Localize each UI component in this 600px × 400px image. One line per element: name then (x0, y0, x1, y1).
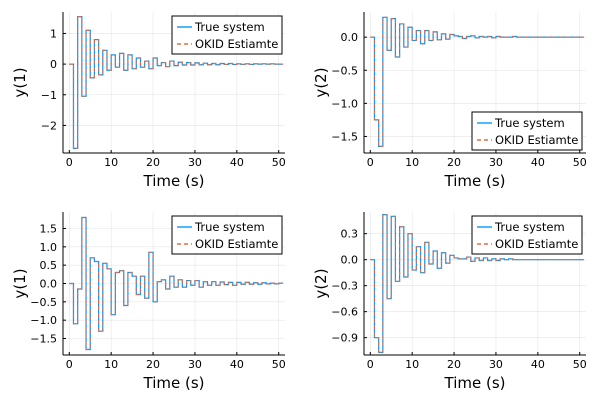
x-tick-label: 30 (489, 156, 503, 169)
x-tick-label: 0 (66, 156, 73, 169)
legend-label-true-system: True system (194, 20, 265, 34)
x-tick-label: 50 (272, 156, 286, 169)
y-tick-label: −1.5 (30, 333, 57, 346)
legend-label-true-system: True system (194, 220, 265, 234)
legend-label-okid-estimate: OKID Estiamte (495, 237, 578, 251)
panel-1: 0 10 20 30 40 50 −2 −1 0 1 Time (s) y(1) True system… (11, 12, 286, 190)
y-axis-label: y(1) (11, 67, 29, 97)
legend-label-true-system: True system (494, 220, 565, 234)
x-tick-label: 50 (272, 358, 286, 371)
legend-box (471, 215, 583, 255)
x-tick-label: 0 (66, 358, 73, 371)
y-tick-label: 1.5 (40, 223, 58, 236)
y-tick-label: 0.0 (40, 278, 58, 291)
x-axis-label: Time (s) (143, 374, 205, 392)
y-tick-label: −0.3 (331, 280, 358, 293)
legend-label-true-system: True system (494, 116, 565, 130)
x-tick-label: 20 (447, 358, 461, 371)
y-tick-label: −1.0 (331, 97, 358, 110)
y-tick-label: 1.0 (40, 241, 58, 254)
x-tick-label: 20 (447, 156, 461, 169)
legend-box (171, 15, 283, 55)
legend-label-okid-estimate: OKID Estiamte (195, 237, 278, 251)
y-tick-label: 0.0 (341, 254, 359, 267)
legend-label-okid-estimate: OKID Estiamte (495, 133, 578, 147)
x-tick-label: 40 (230, 358, 244, 371)
x-axis-label: Time (s) (143, 172, 205, 190)
x-tick-label: 20 (146, 156, 160, 169)
legend: True system OKID Estiamte (471, 111, 583, 151)
y-axis-label: y(2) (312, 268, 330, 298)
x-tick-label: 40 (531, 156, 545, 169)
y-tick-label: −1.5 (331, 130, 358, 143)
x-tick-label: 10 (405, 358, 419, 371)
legend: True system OKID Estiamte (171, 15, 283, 55)
x-tick-label: 40 (230, 156, 244, 169)
x-tick-label: 50 (573, 358, 587, 371)
legend: True system OKID Estiamte (171, 215, 283, 255)
x-tick-label: 0 (367, 358, 374, 371)
legend: True system OKID Estiamte (471, 215, 583, 255)
series-okid-estimate-line (69, 216, 283, 351)
x-tick-label: 50 (573, 156, 587, 169)
y-tick-label: −1 (41, 89, 57, 102)
y-tick-label: 0.5 (40, 259, 58, 272)
x-tick-label: 10 (405, 156, 419, 169)
y-tick-label: −1.0 (30, 314, 57, 327)
legend-box (171, 215, 283, 255)
y-tick-label: −0.9 (331, 332, 358, 345)
y-tick-label: 0 (50, 58, 57, 71)
x-tick-label: 20 (146, 358, 160, 371)
series-okid-estimate-line (370, 214, 584, 353)
panel-4: 0 10 20 30 40 50 −0.9 −0.6 −0.3 0.0 0.3 Time (s) y(2… (312, 212, 587, 392)
panel-2: 0 10 20 30 40 50 −1.5 −1.0 −0.5 0.0 Time (s) y(2) Tr… (312, 12, 587, 190)
x-tick-label: 30 (188, 358, 202, 371)
x-tick-label: 10 (104, 358, 118, 371)
x-tick-label: 10 (104, 156, 118, 169)
x-tick-label: 0 (367, 156, 374, 169)
y-tick-label: 0.3 (341, 228, 359, 241)
y-tick-label: −0.5 (331, 64, 358, 77)
y-tick-label: −2 (41, 119, 57, 132)
x-tick-label: 30 (188, 156, 202, 169)
y-tick-label: −0.6 (331, 306, 358, 319)
y-tick-label: −0.5 (30, 296, 57, 309)
series-okid-estimate-line (370, 16, 584, 147)
y-axis-label: y(1) (11, 268, 29, 298)
y-tick-label: 0.0 (341, 31, 359, 44)
legend-label-okid-estimate: OKID Estiamte (195, 37, 278, 51)
x-tick-label: 30 (489, 358, 503, 371)
x-axis-label: Time (s) (444, 172, 506, 190)
x-tick-label: 40 (531, 358, 545, 371)
panel-3: 0 10 20 30 40 50 −1.5 −1.0 −0.5 0.0 0.5 1.0 1.5 Time … (11, 212, 286, 392)
y-axis-label: y(2) (312, 67, 330, 97)
x-axis-label: Time (s) (444, 374, 506, 392)
legend-box (471, 111, 583, 151)
series-okid-estimate-line (69, 16, 283, 149)
y-tick-label: 1 (50, 27, 57, 40)
